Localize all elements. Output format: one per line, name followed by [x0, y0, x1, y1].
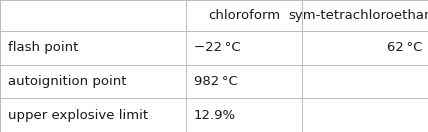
Text: autoignition point: autoignition point	[8, 75, 126, 88]
Text: chloroform: chloroform	[208, 9, 280, 22]
Text: sym-tetrachloroethane: sym-tetrachloroethane	[288, 9, 428, 22]
Text: 12.9%: 12.9%	[194, 109, 236, 122]
Text: flash point: flash point	[8, 41, 78, 54]
Text: 982 °C: 982 °C	[194, 75, 238, 88]
Text: 62 °C: 62 °C	[387, 41, 423, 54]
Text: upper explosive limit: upper explosive limit	[8, 109, 148, 122]
Text: −22 °C: −22 °C	[194, 41, 241, 54]
